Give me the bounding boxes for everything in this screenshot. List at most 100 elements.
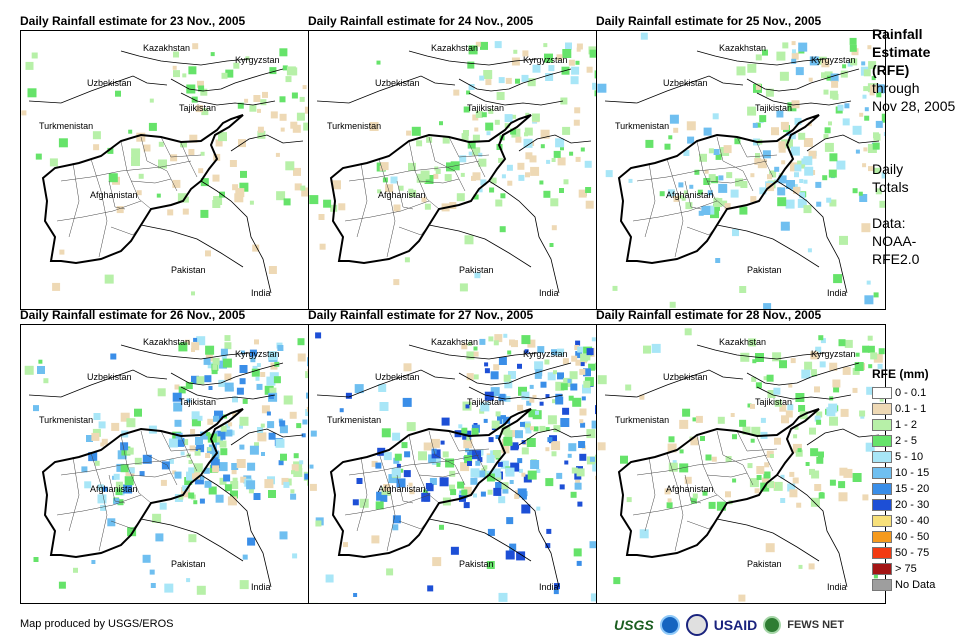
rain-cell: [262, 91, 268, 98]
rain-cell: [134, 457, 142, 465]
rain-cell: [483, 70, 493, 79]
map-canvas: [21, 43, 309, 296]
rain-cell: [339, 408, 344, 413]
rain-cell: [247, 462, 256, 471]
rain-cell: [545, 543, 551, 549]
rain-cell: [792, 477, 799, 484]
rain-cell: [182, 196, 189, 203]
rain-cell: [718, 175, 724, 181]
rain-cell: [239, 378, 246, 385]
rain-cell: [376, 60, 381, 65]
rain-cell: [543, 43, 548, 48]
rain-cell: [667, 443, 677, 453]
rain-cell: [776, 51, 786, 61]
rain-cell: [568, 443, 577, 452]
rain-cell: [521, 391, 530, 400]
rain-cell: [152, 513, 162, 523]
rain-cell: [684, 328, 692, 336]
rain-cell: [801, 158, 808, 165]
rain-cell: [225, 423, 231, 429]
rain-cell: [516, 551, 526, 561]
rain-cell: [207, 362, 214, 369]
rain-cell: [345, 392, 352, 399]
rain-cell: [503, 436, 513, 446]
rain-cell: [860, 414, 865, 419]
rain-cell: [798, 564, 803, 569]
rain-cell: [723, 145, 732, 154]
district-boundary: [396, 180, 414, 210]
rain-cell: [172, 179, 181, 188]
rain-cell: [491, 420, 500, 429]
rain-cell: [563, 179, 569, 185]
rain-cell: [285, 76, 292, 83]
rain-cell: [450, 489, 457, 496]
rain-cell: [517, 488, 527, 498]
rain-cell: [92, 131, 101, 140]
rain-cell: [545, 394, 550, 399]
country-label-pakistan: Pakistan: [171, 559, 206, 569]
rain-cell: [497, 461, 503, 467]
rain-cell: [213, 415, 219, 422]
rain-cell: [200, 178, 209, 187]
rain-cell: [490, 371, 499, 380]
rain-cell: [755, 84, 761, 90]
rain-cell: [667, 189, 675, 197]
rain-cell: [525, 172, 530, 178]
legend-item: 30 - 40: [872, 513, 972, 529]
legend-item: 0 - 0.1: [872, 385, 972, 401]
rain-cell: [513, 49, 518, 54]
rain-cell: [408, 482, 413, 487]
rain-cell: [571, 355, 578, 362]
rain-cell: [486, 131, 491, 136]
rain-cell: [253, 493, 261, 500]
rain-cell: [871, 76, 876, 81]
district-boundary: [160, 136, 202, 158]
rain-cell: [734, 138, 741, 145]
district-boundary: [356, 162, 368, 238]
rain-cell: [221, 355, 227, 361]
rain-cell: [468, 84, 475, 90]
rain-cell: [224, 335, 231, 342]
rain-cell: [553, 425, 561, 433]
rain-cell: [418, 451, 427, 461]
rain-cell: [148, 122, 157, 131]
district-boundary: [56, 494, 142, 516]
rainfall-map-panel: Daily Rainfall estimate for 26 Nov., 200…: [20, 307, 310, 605]
rain-cell: [771, 127, 779, 136]
rain-cell: [807, 248, 812, 253]
rain-cell: [409, 489, 415, 495]
district-boundary: [180, 436, 198, 472]
rain-cell: [239, 580, 249, 590]
rain-cell: [612, 285, 618, 291]
usaid-logo: USAID: [713, 617, 758, 633]
country-label-pakistan: Pakistan: [459, 559, 494, 569]
border-line: [458, 362, 572, 386]
rain-cell: [780, 498, 786, 503]
rain-cell: [560, 383, 568, 391]
border-line: [756, 386, 852, 400]
rainfall-map-panel: Daily Rainfall estimate for 27 Nov., 200…: [308, 307, 598, 605]
rain-cell: [798, 132, 806, 140]
country-label-india: India: [251, 288, 271, 298]
rain-cell: [521, 335, 531, 345]
country-label-kazakhstan: Kazakhstan: [143, 43, 191, 53]
rain-cell: [862, 163, 867, 168]
rain-cell: [192, 43, 199, 50]
rain-cell: [293, 468, 303, 477]
rain-cell: [464, 235, 474, 245]
rain-cell: [686, 121, 696, 131]
rain-cell: [573, 119, 580, 126]
rain-cell: [864, 107, 869, 112]
country-label-uzbekistan: Uzbekistan: [663, 372, 708, 382]
rain-cell: [815, 346, 822, 353]
rain-cell: [527, 339, 536, 348]
rain-cell: [752, 359, 757, 364]
district-boundary: [60, 160, 192, 182]
rain-cell: [223, 474, 231, 482]
rain-cell: [875, 188, 882, 195]
legend-label: 15 - 20: [895, 483, 930, 495]
rain-cell: [876, 92, 882, 98]
rain-cell: [707, 190, 713, 196]
rain-cell: [375, 462, 382, 469]
country-label-india: India: [827, 288, 847, 298]
